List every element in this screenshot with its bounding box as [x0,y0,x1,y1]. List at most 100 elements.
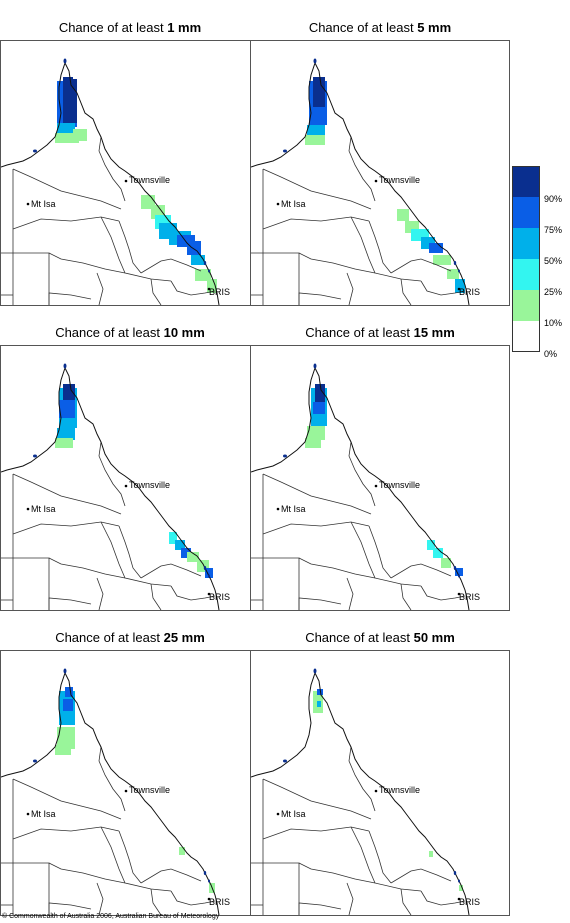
boundary-line [348,441,376,507]
legend-label-90: 90% [544,194,563,204]
island [63,363,67,369]
boundary-line [346,272,354,305]
mt-isa-marker [26,507,30,511]
probability-legend: 90% 75% 50% 25% 10% 0% [512,166,570,359]
boundary-line [98,441,126,507]
boundary-line [400,278,412,305]
boundary-line [348,136,376,202]
district-boundaries [251,136,466,305]
boundary-line [262,168,372,210]
boundary-line [420,585,466,601]
map-frame: Townsville Mt Isa BRIS [250,650,510,916]
gulf-coastline [251,62,316,168]
boundary-line [48,252,172,282]
boundary-line [346,882,354,915]
brisbane-marker [207,592,211,596]
district-boundaries [1,746,216,915]
town-label-mt-isa: Mt Isa [281,504,306,514]
probability-cell [63,77,73,87]
legend-swatch-75 [512,197,540,228]
coastline [64,62,220,305]
mt-isa-marker [276,202,280,206]
island [63,668,67,674]
boundary-line [98,136,126,202]
probability-cell [317,701,321,707]
boundary-line [251,862,300,915]
island [453,871,457,875]
boundary-line [348,746,376,812]
probability-cell [57,428,75,440]
island [458,879,460,883]
boundary-line [98,746,126,812]
gulf-coastline [1,62,66,168]
boundary-line [150,278,162,305]
boundary-line [262,826,370,840]
probability-cell [313,402,325,414]
town-label-mt-isa: Mt Isa [281,199,306,209]
boundary-line [140,258,202,274]
boundary-line [12,778,122,820]
brisbane-marker [207,897,211,901]
boundary-line [100,216,126,274]
probability-cell [57,123,75,135]
town-label-townsville: Townsville [129,480,171,490]
boundary-line [350,521,376,579]
boundary-line [400,583,412,610]
probability-cell [433,548,443,558]
probability-cell [191,255,205,265]
boundary-line [251,252,300,305]
probability-cell [55,133,79,143]
boundary-line [368,830,392,884]
boundary-line [368,220,392,274]
townsville-marker [374,484,378,488]
town-label-brisbane: BRIS [459,287,481,297]
map-frame: Townsville Mt Isa BRIS [0,650,260,916]
boundary-line [298,597,342,610]
boundary-line [400,888,412,915]
legend-swatch-25 [512,259,540,290]
legend-swatch-90 [512,166,540,197]
island [453,261,457,265]
probability-cell [57,727,75,749]
panel-title: Chance of at least 5 mm [308,20,452,35]
boundary-line [12,168,122,210]
town-label-mt-isa: Mt Isa [31,199,56,209]
boundary-line [100,826,126,884]
boundary-line [170,890,216,906]
townsville-marker [124,484,128,488]
map-svg [251,363,470,610]
town-label-brisbane: BRIS [209,287,231,297]
boundary-line [100,521,126,579]
boundary-line [368,525,392,579]
probability-cell [433,255,451,265]
boundary-line [298,862,422,892]
legend-label-10: 10% [544,318,563,328]
probability-cell [455,568,463,576]
boundary-line [1,557,50,610]
probability-cell [397,209,409,221]
map-svg [1,668,220,915]
island [283,149,287,153]
boundary-line [48,557,172,587]
mt-isa-marker [276,812,280,816]
probability-cell [169,532,177,544]
boundary-line [170,280,216,296]
probability-cell [307,426,325,440]
boundary-line [48,597,92,610]
island [453,566,457,570]
probability-cell [207,279,217,293]
legend-swatch-50 [512,228,540,259]
probability-cell [63,79,77,123]
town-label-townsville: Townsville [129,785,171,795]
boundary-line [262,778,372,820]
legend-swatch-10 [512,290,540,321]
boundary-line [298,252,422,282]
coastline [64,672,220,915]
boundary-line [118,830,142,884]
probability-cell [305,438,321,448]
probability-cell [305,135,325,145]
rainfall-probability-fills [305,384,463,576]
townsville-marker [124,789,128,793]
panel-title: Chance of at least 25 mm [55,630,205,645]
island [208,879,210,883]
